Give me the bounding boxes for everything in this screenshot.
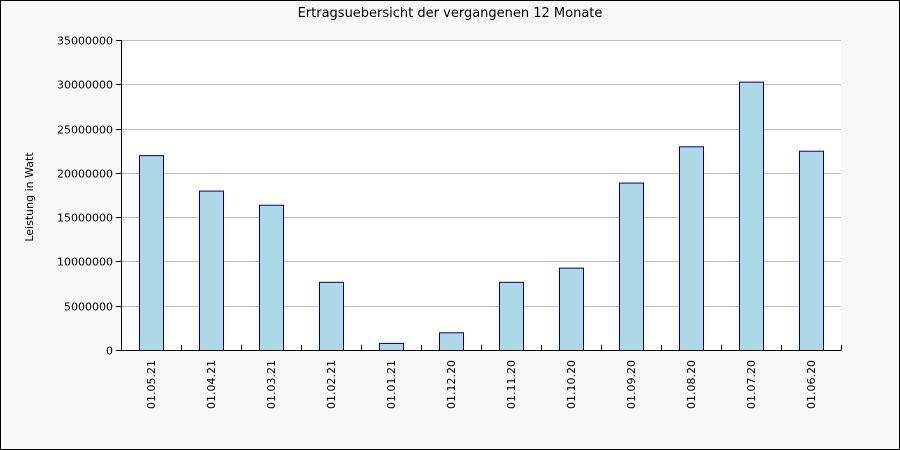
y-tick-label: 15000000 (57, 212, 113, 225)
x-tick-label: 01.12.20 (445, 360, 458, 409)
x-tick-label: 01.05.21 (145, 360, 158, 409)
x-tick-label: 01.11.20 (505, 360, 518, 409)
bar (679, 146, 704, 351)
x-tick-label: 01.04.21 (205, 360, 218, 409)
y-tick-label: 35000000 (57, 35, 113, 48)
bar (799, 150, 824, 351)
plot-background (121, 40, 841, 350)
x-tick-label: 01.09.20 (625, 360, 638, 409)
x-tick-label: 01.10.20 (565, 360, 578, 409)
y-tick-label: 0 (106, 345, 113, 358)
bar (439, 332, 464, 351)
y-tick-label: 25000000 (57, 124, 113, 137)
chart-title: Ertragsuebersicht der vergangenen 12 Mon… (298, 6, 603, 21)
y-tick-label: 20000000 (57, 168, 113, 181)
bar (559, 267, 584, 351)
bar (619, 182, 644, 351)
x-tick-label: 01.01.21 (385, 360, 398, 409)
bar (139, 155, 164, 351)
x-tick-label: 01.06.20 (805, 360, 818, 409)
y-axis-label: Leistung in Watt (23, 152, 36, 242)
x-tick-label: 01.07.20 (745, 360, 758, 409)
bar (199, 190, 224, 351)
bar (379, 342, 404, 351)
bar (259, 204, 284, 351)
bar (319, 281, 344, 351)
x-tick-label: 01.03.21 (265, 360, 278, 409)
bar (739, 81, 764, 351)
y-tick-label: 30000000 (57, 79, 113, 92)
bar (499, 281, 524, 351)
y-tick-label: 5000000 (64, 301, 113, 314)
y-tick-label: 10000000 (57, 256, 113, 269)
x-tick-label: 01.02.21 (325, 360, 338, 409)
x-tick-label: 01.08.20 (685, 360, 698, 409)
